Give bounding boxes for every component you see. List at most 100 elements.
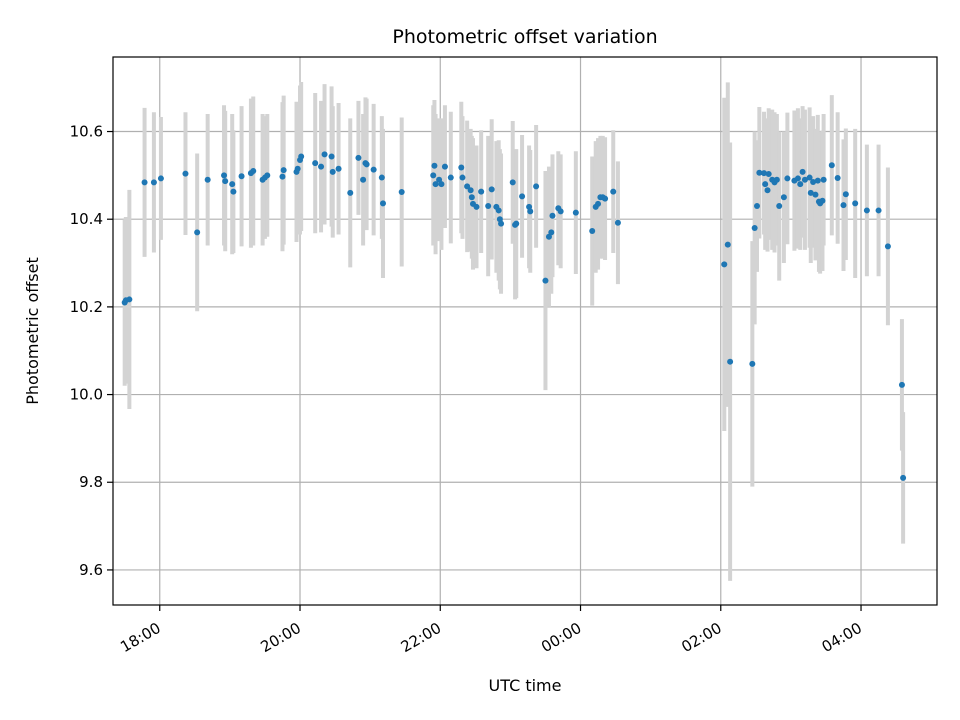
chart-title: Photometric offset variation xyxy=(392,26,657,48)
data-point xyxy=(221,172,228,179)
data-point xyxy=(797,181,804,188)
data-point xyxy=(378,174,385,181)
data-point xyxy=(721,261,728,268)
y-tick-label: 10.6 xyxy=(70,123,103,141)
data-point xyxy=(810,178,817,185)
data-point xyxy=(238,173,245,180)
data-point xyxy=(141,179,148,186)
y-tick-label: 9.6 xyxy=(79,561,103,579)
data-point xyxy=(194,229,201,236)
data-point xyxy=(294,165,301,172)
data-point xyxy=(335,165,342,172)
data-point xyxy=(264,172,271,179)
data-point xyxy=(298,153,305,160)
data-point xyxy=(589,228,596,235)
data-point xyxy=(222,178,229,185)
data-point xyxy=(773,176,780,183)
y-tick-label: 10.0 xyxy=(70,386,103,404)
data-point xyxy=(765,171,772,178)
data-points xyxy=(121,151,907,481)
data-point xyxy=(347,189,354,196)
data-point xyxy=(430,172,437,179)
data-point xyxy=(549,212,556,219)
data-point xyxy=(229,181,236,188)
data-point xyxy=(513,220,520,227)
data-point xyxy=(834,174,841,181)
data-point xyxy=(279,173,286,180)
data-point xyxy=(398,189,405,196)
data-point xyxy=(126,296,133,303)
y-axis-ticks: 9.6 9.8 10.0 10.2 10.4 10.6 xyxy=(70,123,113,579)
data-point xyxy=(819,197,826,204)
data-point xyxy=(727,358,734,365)
data-point xyxy=(379,200,386,207)
data-point xyxy=(204,176,211,183)
data-point xyxy=(842,191,849,198)
data-point xyxy=(900,474,907,481)
data-point xyxy=(230,188,237,195)
data-point xyxy=(432,181,439,188)
data-point xyxy=(370,166,377,173)
data-point xyxy=(441,163,448,170)
data-point xyxy=(595,200,602,207)
data-point xyxy=(801,176,808,183)
data-point xyxy=(780,194,787,201)
data-point xyxy=(478,188,485,195)
data-point xyxy=(572,209,579,216)
data-point xyxy=(852,200,859,207)
data-point xyxy=(812,191,819,198)
data-point xyxy=(610,188,617,195)
data-point xyxy=(485,203,492,210)
y-tick-label: 9.8 xyxy=(79,473,103,491)
data-point xyxy=(250,167,257,174)
data-point xyxy=(509,179,516,186)
data-point xyxy=(468,194,475,201)
y-tick-label: 10.2 xyxy=(70,298,103,316)
data-point xyxy=(776,203,783,210)
data-point xyxy=(329,168,336,175)
data-point xyxy=(363,161,370,168)
data-point xyxy=(488,186,495,193)
data-point xyxy=(799,168,806,175)
data-point xyxy=(182,170,189,177)
y-tick-label: 10.4 xyxy=(70,210,103,228)
x-axis-label: UTC time xyxy=(489,676,562,695)
data-point xyxy=(498,220,505,227)
data-point xyxy=(548,229,555,236)
data-point xyxy=(280,167,287,174)
data-point xyxy=(863,207,870,214)
data-point xyxy=(557,208,564,215)
data-point xyxy=(884,243,891,250)
data-point xyxy=(807,189,814,196)
data-point xyxy=(533,183,540,190)
data-point xyxy=(150,179,157,186)
data-point xyxy=(459,174,466,181)
data-point xyxy=(360,176,367,183)
data-point xyxy=(602,195,609,202)
y-axis-label: Photometric offset xyxy=(23,257,42,405)
data-point xyxy=(495,207,502,214)
data-point xyxy=(761,170,768,177)
plot-frame xyxy=(112,56,938,606)
data-point xyxy=(806,174,813,181)
data-point xyxy=(754,203,761,210)
data-point xyxy=(762,181,769,188)
data-point xyxy=(318,163,325,170)
data-point xyxy=(756,169,763,176)
data-point xyxy=(527,208,534,215)
data-point xyxy=(898,381,905,388)
data-point xyxy=(438,181,445,188)
data-point xyxy=(467,187,474,194)
data-point xyxy=(724,241,731,248)
data-point xyxy=(519,193,526,200)
data-point xyxy=(840,202,847,209)
data-point xyxy=(157,175,164,182)
data-point xyxy=(751,224,758,231)
data-point xyxy=(794,175,801,182)
data-point xyxy=(436,176,443,183)
data-point xyxy=(875,207,882,214)
data-point xyxy=(321,151,328,158)
data-point xyxy=(614,219,621,226)
data-point xyxy=(447,174,454,181)
